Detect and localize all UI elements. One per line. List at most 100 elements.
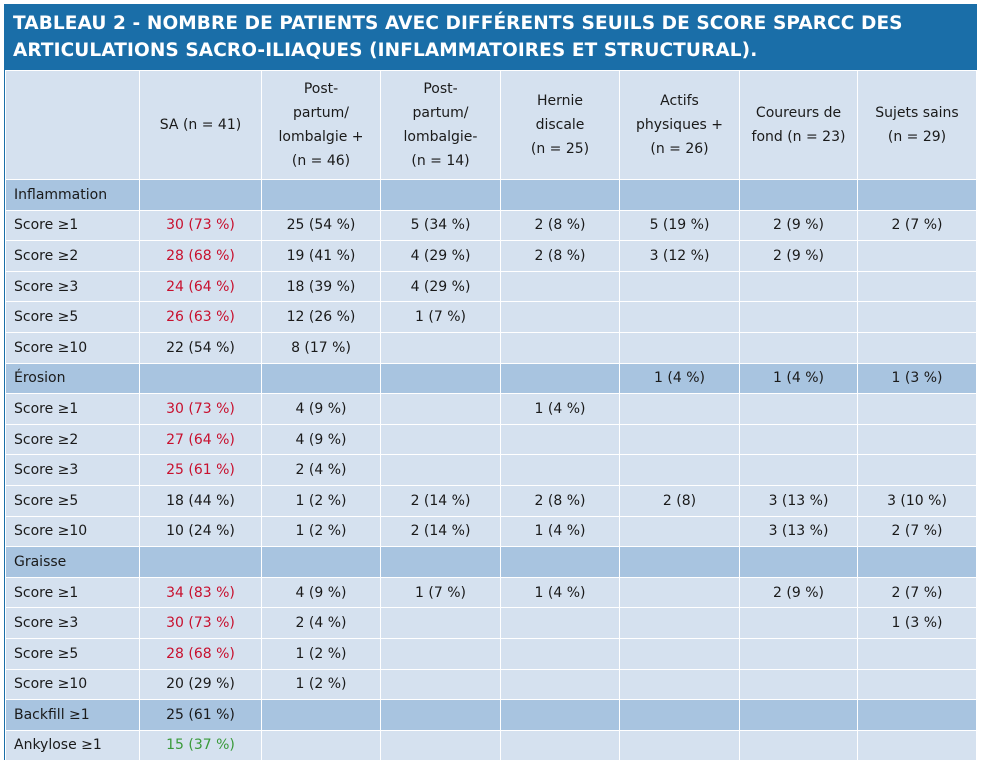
table-cell: 2 (4 %)	[261, 607, 381, 639]
table-cell	[380, 546, 501, 578]
table-cell: 2 (8)	[619, 484, 740, 517]
table-cell: 2 (4 %)	[261, 454, 381, 486]
column-header-line: (n = 14)	[411, 153, 470, 169]
column-header: Coureurs de fond (n = 23)	[739, 70, 858, 180]
table-cell	[739, 637, 858, 670]
table-cell	[739, 423, 858, 456]
table-cell	[500, 423, 620, 456]
table-cell	[380, 668, 501, 701]
column-header-line: lombalgie +	[278, 129, 364, 145]
table-cell: 26 (63 %)	[139, 301, 262, 333]
table-title-line-1: TABLEAU 2 - NOMBRE DE PATIENTS AVEC DIFF…	[13, 13, 903, 34]
table-cell	[500, 668, 620, 701]
table-cell	[619, 576, 740, 609]
column-header-line: partum/	[412, 105, 469, 121]
column-header: Post-partum/lombalgie- (n = 14)	[380, 70, 501, 180]
table-cell	[500, 270, 620, 303]
table-row: Score ≥2 28 (68 %) 19 (41 %) 4 (29 %) 2 (8 %…	[5, 240, 977, 272]
table-row: Score ≥10 22 (54 %) 8 (17 %)	[5, 331, 977, 364]
table-cell: 28 (68 %)	[139, 637, 262, 670]
table-cell: 3 (13 %)	[739, 484, 858, 517]
table-cell	[857, 423, 977, 456]
row-label: Score ≥2	[5, 240, 140, 272]
column-header: Sujets sains (n = 29)	[857, 70, 977, 180]
table-cell	[619, 637, 740, 670]
table-row: Score ≥3 30 (73 %) 2 (4 %) 1 (3 %)	[5, 607, 977, 639]
section-row: Backfill ≥1 25 (61 %)	[5, 699, 977, 731]
row-label: Score ≥5	[5, 301, 140, 333]
table-cell: 25 (54 %)	[261, 209, 381, 242]
table-cell: 4 (9 %)	[261, 576, 381, 609]
table-cell: 2 (7 %)	[857, 209, 977, 242]
row-label: Score ≥2	[5, 423, 140, 456]
column-header-line: (n = 29)	[887, 129, 947, 145]
section-row: Inflammation	[5, 179, 977, 211]
table-cell	[619, 699, 740, 731]
row-label: Score ≥1	[5, 209, 140, 242]
table-cell: 1 (4 %)	[739, 362, 858, 395]
table-title-line-2: ARTICULATIONS SACRO-ILIAQUES (INFLAMMATO…	[13, 40, 758, 61]
table-cell: 1 (3 %)	[857, 362, 977, 395]
table-cell	[380, 699, 501, 731]
column-header-line: SA (n = 41)	[159, 117, 242, 133]
table-cell: 4 (9 %)	[261, 423, 381, 456]
table-cell	[261, 179, 381, 211]
table-cell: 1 (2 %)	[261, 515, 381, 548]
table-cell	[500, 331, 620, 364]
table-cell	[739, 270, 858, 303]
column-header-line: Hernie	[536, 93, 584, 109]
column-header-line: Post-	[423, 81, 458, 97]
table-cell	[739, 607, 858, 639]
table-cell: 30 (73 %)	[139, 209, 262, 242]
table-cell	[857, 668, 977, 701]
table-cell: 20 (29 %)	[139, 668, 262, 701]
table-cell: 2 (8 %)	[500, 240, 620, 272]
table-cell	[380, 637, 501, 670]
table-cell: 30 (73 %)	[139, 607, 262, 639]
table-row: Score ≥3 24 (64 %) 18 (39 %) 4 (29 %)	[5, 270, 977, 303]
table-cell	[739, 668, 858, 701]
table-cell: 25 (61 %)	[139, 454, 262, 486]
table-cell	[619, 668, 740, 701]
table-cell	[857, 393, 977, 425]
table-cell	[619, 607, 740, 639]
table-cell	[500, 637, 620, 670]
table-cell	[739, 546, 858, 578]
column-header-line: (n = 46)	[291, 153, 351, 169]
table-cell: 15 (37 %)	[139, 729, 262, 762]
row-label: Score ≥10	[5, 331, 140, 364]
row-label: Inflammation	[5, 179, 140, 211]
table-cell	[380, 362, 501, 395]
row-label: Score ≥1	[5, 393, 140, 425]
table-cell: 1 (2 %)	[261, 484, 381, 517]
table-row: Score ≥2 27 (64 %) 4 (9 %)	[5, 423, 977, 456]
table-row: Ankylose ≥1 15 (37 %)	[5, 729, 977, 762]
table-cell: 3 (12 %)	[619, 240, 740, 272]
row-label: Score ≥10	[5, 668, 140, 701]
row-label: Graisse	[5, 546, 140, 578]
table-cell	[619, 546, 740, 578]
section-row: Graisse	[5, 546, 977, 578]
table-cell	[261, 729, 381, 762]
table-cell	[857, 240, 977, 272]
table-cell	[380, 331, 501, 364]
table-cell: 34 (83 %)	[139, 576, 262, 609]
table-cell	[739, 331, 858, 364]
row-label: Score ≥3	[5, 270, 140, 303]
table-cell: 2 (7 %)	[857, 515, 977, 548]
table-cell: 3 (10 %)	[857, 484, 977, 517]
table-row: Score ≥5 18 (44 %) 1 (2 %) 2 (14 %) 2 (8 %) 2…	[5, 484, 977, 517]
table-cell: 2 (7 %)	[857, 576, 977, 609]
column-header-line: Coureurs de	[755, 105, 842, 121]
table-cell	[500, 699, 620, 731]
table-cell: 24 (64 %)	[139, 270, 262, 303]
table-cell: 30 (73 %)	[139, 393, 262, 425]
table-cell	[857, 637, 977, 670]
row-label: Score ≥10	[5, 515, 140, 548]
column-header-line: Actifs	[660, 93, 699, 109]
table-cell	[739, 179, 858, 211]
column-header-line: discale	[535, 117, 585, 133]
table-cell	[857, 699, 977, 731]
table-cell	[857, 729, 977, 762]
table-cell	[857, 270, 977, 303]
